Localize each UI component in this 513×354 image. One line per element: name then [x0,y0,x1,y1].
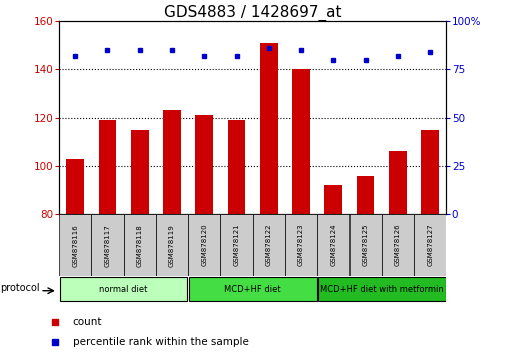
Bar [60,278,187,301]
Text: GSM878122: GSM878122 [266,224,272,267]
Text: GSM878121: GSM878121 [233,224,240,267]
Text: GSM878123: GSM878123 [298,224,304,267]
Bar [98,120,116,214]
Text: protocol: protocol [0,283,40,293]
Bar [189,278,317,301]
Bar [318,278,446,301]
Text: MCD+HF diet: MCD+HF diet [224,285,281,294]
Title: GDS4883 / 1428697_at: GDS4883 / 1428697_at [164,5,342,21]
Text: GSM878120: GSM878120 [201,224,207,267]
Bar [228,120,245,214]
Text: percentile rank within the sample: percentile rank within the sample [73,337,248,347]
Bar [357,176,374,214]
Text: GSM878125: GSM878125 [363,224,369,267]
Text: GSM878124: GSM878124 [330,224,337,267]
Bar [317,214,349,276]
Bar [59,214,91,276]
Text: GSM878119: GSM878119 [169,224,175,267]
Bar [131,130,149,214]
Bar [188,214,221,276]
Text: GSM878116: GSM878116 [72,224,78,267]
Bar [389,152,407,214]
Bar [324,185,342,214]
Bar [66,159,84,214]
Bar [195,115,213,214]
Bar [421,130,439,214]
Bar [349,214,382,276]
Text: normal diet: normal diet [100,285,148,294]
Text: GSM878117: GSM878117 [105,224,110,267]
Text: MCD+HF diet with metformin: MCD+HF diet with metformin [320,285,444,294]
Text: GSM878126: GSM878126 [395,224,401,267]
Bar [382,214,414,276]
Text: count: count [73,318,102,327]
Bar [292,69,310,214]
Bar [124,214,156,276]
Bar [414,214,446,276]
Bar [253,214,285,276]
Bar [91,214,124,276]
Bar [260,43,278,214]
Text: GSM878118: GSM878118 [136,224,143,267]
Bar [221,214,252,276]
Text: GSM878127: GSM878127 [427,224,433,267]
Bar [285,214,317,276]
Bar [156,214,188,276]
Bar [163,110,181,214]
